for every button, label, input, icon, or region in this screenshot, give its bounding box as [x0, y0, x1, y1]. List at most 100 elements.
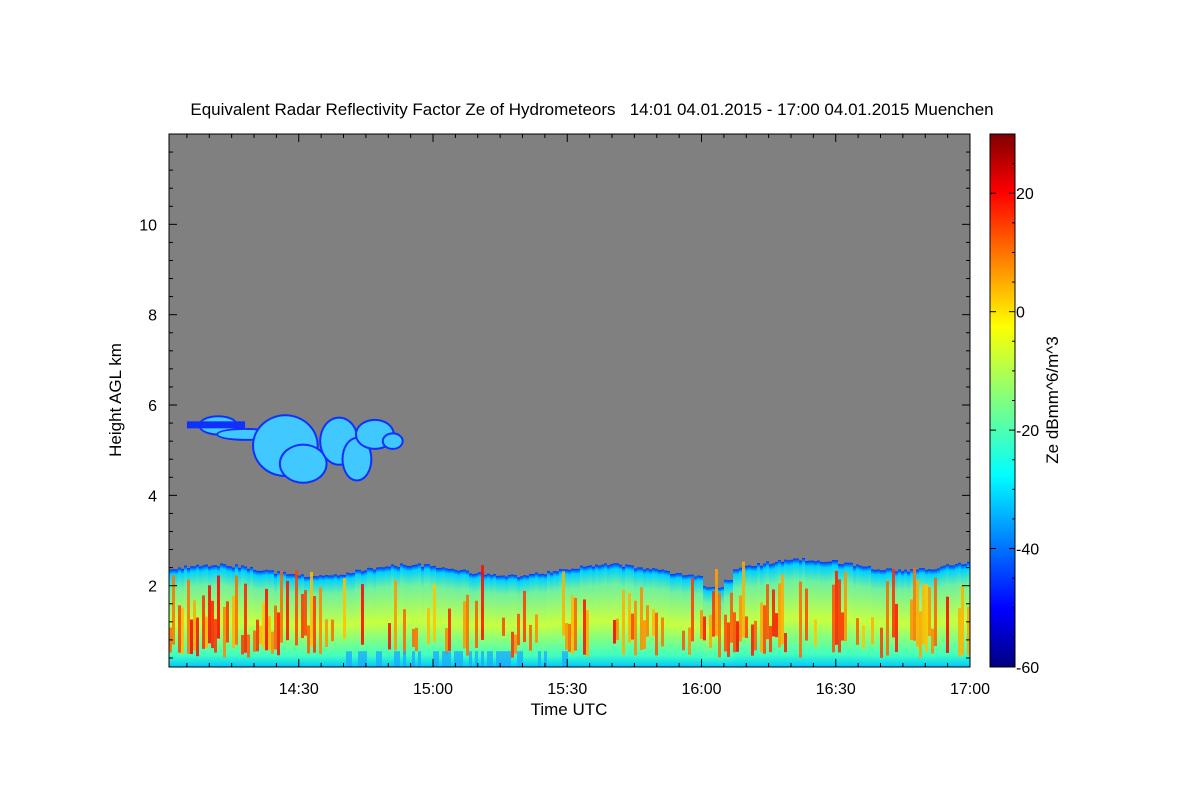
- precip-column: [904, 569, 907, 667]
- precip-column: [355, 569, 358, 667]
- precip-column: [754, 566, 757, 667]
- y-tick-label: 4: [148, 488, 157, 505]
- ground-echo: [358, 651, 361, 667]
- precip-core: [832, 584, 835, 653]
- precip-column: [694, 576, 697, 667]
- precip-column: [526, 575, 529, 667]
- precip-core: [772, 589, 775, 637]
- precip-core: [766, 584, 769, 640]
- precip-core: [835, 570, 838, 645]
- precip-column: [637, 567, 640, 667]
- precip-column: [829, 561, 832, 667]
- precip-column: [358, 569, 361, 667]
- precip-column: [607, 565, 610, 667]
- precip-core: [331, 619, 334, 642]
- precip-column: [205, 564, 208, 667]
- precip-core: [814, 619, 817, 647]
- precip-column: [784, 559, 787, 667]
- ground-echo: [469, 651, 472, 667]
- precip-column: [868, 565, 871, 667]
- precip-core: [517, 613, 520, 646]
- precip-column: [565, 569, 568, 667]
- precip-core: [247, 634, 250, 658]
- precip-column: [940, 566, 943, 667]
- precip-core: [616, 618, 619, 641]
- precip-core: [784, 632, 787, 653]
- precip-core: [871, 617, 874, 645]
- precip-core: [232, 595, 235, 649]
- precip-core: [655, 612, 658, 656]
- precip-core: [922, 585, 925, 645]
- precip-core: [196, 617, 199, 657]
- precip-column: [682, 575, 685, 667]
- precip-core: [763, 605, 766, 654]
- precip-column: [556, 571, 559, 667]
- precip-core: [265, 588, 268, 651]
- ground-echo: [361, 651, 364, 667]
- precip-core: [745, 616, 748, 639]
- precip-core: [574, 597, 577, 651]
- precip-column: [580, 565, 583, 667]
- precip-column: [685, 575, 688, 667]
- precip-core: [769, 625, 772, 653]
- precip-core: [916, 579, 919, 647]
- precip-column: [547, 571, 550, 667]
- precip-column: [604, 563, 607, 667]
- precip-core: [682, 630, 685, 651]
- precip-column: [340, 574, 343, 667]
- precip-column: [559, 568, 562, 667]
- precip-core: [727, 622, 730, 657]
- precip-core: [325, 619, 328, 648]
- precip-core: [415, 627, 418, 652]
- precip-column: [706, 587, 709, 667]
- precip-core: [733, 612, 736, 653]
- precip-column: [367, 567, 370, 667]
- precip-column: [865, 566, 868, 667]
- precip-core: [343, 577, 346, 639]
- precip-core: [181, 607, 184, 654]
- precip-core: [778, 583, 781, 648]
- y-axis: 2 4 6 8 10: [139, 151, 970, 659]
- precip-core: [805, 588, 808, 641]
- precip-column: [220, 563, 223, 667]
- precip-core: [562, 571, 565, 636]
- precip-core: [202, 595, 205, 649]
- precip-column: [478, 572, 481, 667]
- precip-core: [967, 606, 970, 655]
- precip-column: [391, 564, 394, 667]
- precip-column: [445, 568, 448, 667]
- precip-column: [316, 576, 319, 667]
- ground-echo: [460, 651, 463, 667]
- precip-core: [646, 605, 649, 637]
- ground-echo: [508, 651, 511, 667]
- precip-column: [826, 561, 829, 667]
- x-tick-label: 16:30: [816, 681, 856, 698]
- precip-column: [616, 563, 619, 667]
- precip-core: [652, 609, 655, 637]
- precip-column: [370, 568, 373, 667]
- colorbar-axis: -60 -40 -20 0 20: [990, 163, 1039, 677]
- precip-column: [400, 563, 403, 667]
- precip-column: [889, 568, 892, 667]
- y-tick-label: 2: [148, 579, 157, 596]
- precip-column: [373, 569, 376, 667]
- precip-column: [511, 574, 514, 667]
- ground-echo: [496, 651, 499, 667]
- precip-column: [598, 565, 601, 667]
- precip-column: [451, 568, 454, 667]
- ground-echo: [448, 651, 451, 667]
- precip-core: [268, 616, 271, 650]
- precip-core: [277, 612, 280, 656]
- cloud-streak: [186, 421, 246, 429]
- precip-core: [319, 587, 322, 654]
- precip-core: [586, 610, 589, 657]
- precip-core: [715, 568, 718, 636]
- precip-column: [589, 565, 592, 667]
- precip-column: [874, 569, 877, 667]
- precip-core: [712, 591, 715, 637]
- precip-core: [775, 613, 778, 638]
- precip-column: [811, 560, 814, 667]
- cloud-core: [280, 445, 326, 482]
- plot-frame: [168, 133, 971, 668]
- precip-core: [634, 600, 637, 656]
